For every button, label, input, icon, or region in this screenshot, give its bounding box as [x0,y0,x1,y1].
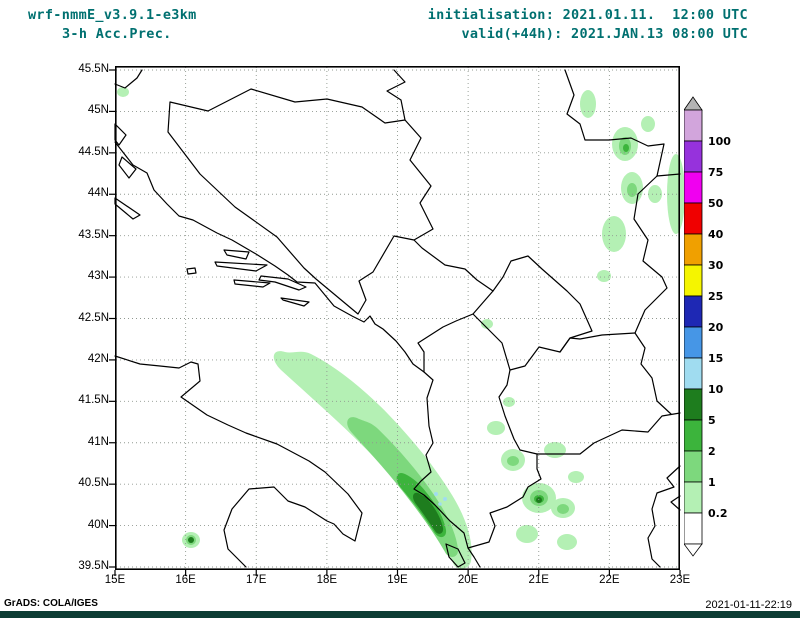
colorbar-level-label: 2 [708,445,716,458]
colorbar-level-label: 30 [708,259,724,272]
colorbar-level-label: 75 [708,166,723,179]
lon-tick-label: 20E [457,574,479,586]
lon-tick-label: 23E [669,574,691,586]
border-albania-greece [467,453,542,549]
border-albania-macedonia [498,369,538,455]
colorbar-segment [683,233,703,266]
lat-tick-label: 44.5N [78,145,109,158]
map-frame [115,66,681,570]
latitude-axis: 45.5N 45N 44.5N 44N 43.5N 43N 42.5N 42N 41.5N 41N… [0,63,111,572]
precipitation-shading [117,87,685,569]
precip-core [413,492,444,534]
coastline-greece [647,465,681,568]
colorbar-segment [683,419,703,452]
lat-tick-label: 45N [87,104,109,117]
longitude-axis: 15E 16E 17E 18E 19E 20E 21E 22E 23E [105,574,690,588]
creation-timestamp: 2021-01-11-22:19 [705,599,792,611]
lon-tick-label: 17E [246,574,267,586]
border-slovenia [114,69,143,89]
lat-tick-label: 42N [87,352,109,365]
valid-time: valid(+44h): 2021.JAN.13 08:00 UTC [461,26,748,42]
colorbar-segment [683,171,703,204]
lat-tick-label: 45.5N [78,63,109,75]
border-macedonia-bulgaria [634,332,672,415]
lon-tick-label: 21E [528,574,549,586]
colorbar-top-cap [683,96,703,111]
lat-tick-label: 40N [87,518,109,531]
colorbar-level-label: 40 [708,228,724,241]
coastline-italy [114,355,363,568]
colorbar-level-label: 1 [708,476,716,489]
border-macedonia-greece [536,412,681,455]
lat-tick-label: 44N [87,187,109,200]
precip-band-light [273,351,472,569]
colorbar-level-label: 5 [708,414,716,427]
colorbar-level-label: 100 [708,135,731,148]
colorbar-segment [683,202,703,235]
border-serbia-bulgaria [633,175,668,334]
border-croatia-serbia [386,69,406,121]
lon-tick-label: 18E [316,574,338,586]
lon-tick-label: 19E [387,574,408,586]
colorbar-segment [683,109,703,142]
border-montenegro-serbia [413,239,494,292]
lon-tick-label: 22E [599,574,620,586]
precip-heavy-speck [438,502,442,506]
colorbar-level-label: 50 [708,197,724,210]
border-kosovo [472,255,593,371]
lon-tick-label: 15E [104,574,126,586]
lat-tick-label: 42.5N [78,311,109,324]
lon-tick-label: 16E [175,574,196,586]
colorbar-level-label: 25 [708,290,723,303]
border-montenegro-albania [417,313,474,373]
bottom-bar [0,611,800,618]
colorbar-level-label: 0.2 [708,507,728,520]
colorbar: 0.2 1 2 5 10 15 20 25 30 40 50 75 100 [683,96,744,565]
colorbar-segment [683,326,703,359]
precip-heavy-speck [434,492,438,496]
islands [114,123,466,568]
colorbar-level-label: 10 [708,383,724,396]
coastlines-and-borders [114,69,681,568]
product-name: 3-h Acc.Prec. [62,26,172,42]
axis-ticks [109,69,681,576]
coastline-adriatic [114,141,481,568]
lat-tick-label: 40.5N [78,477,109,490]
colorbar-segment [683,388,703,421]
colorbar-level-label: 15 [708,352,723,365]
colorbar-segment [683,295,703,328]
lat-tick-label: 41N [87,435,109,448]
border-macedonia-north [559,332,636,353]
init-time: initialisation: 2021.01.11. 12:00 UTC [427,7,748,23]
lat-tick-label: 39.5N [78,560,109,572]
lat-tick-label: 41.5N [78,394,109,407]
grads-credit: GrADS: COLA/IGES [4,598,98,609]
lat-tick-label: 43N [87,270,109,283]
colorbar-segment [683,140,703,173]
model-name: wrf-nmmE_v3.9.1-e3km [28,7,197,23]
border-bosnia [167,88,434,315]
colorbar-segment [683,512,703,545]
colorbar-level-label: 20 [708,321,724,334]
colorbar-segment [683,264,703,297]
coastline-chalkidiki [670,495,681,511]
colorbar-segment [683,481,703,514]
colorbar-segment [683,357,703,390]
map-area [109,66,685,576]
colorbar-segment [683,450,703,483]
precip-heavy-speck [443,497,447,501]
grid-lines [116,67,679,569]
border-serbia-romania [564,69,681,177]
map-canvas [109,66,685,576]
lat-tick-label: 43.5N [78,228,109,241]
colorbar-bottom-cap [683,543,703,557]
